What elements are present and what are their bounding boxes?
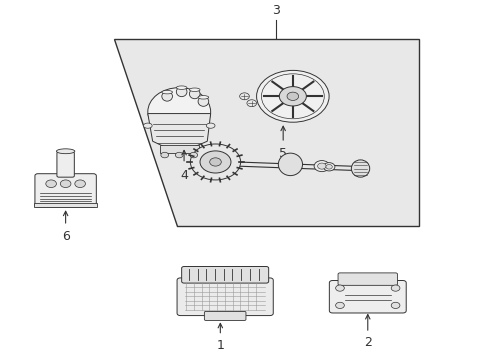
Circle shape	[335, 285, 344, 291]
Ellipse shape	[56, 149, 75, 154]
FancyBboxPatch shape	[57, 152, 74, 177]
FancyBboxPatch shape	[204, 311, 245, 320]
Circle shape	[209, 158, 221, 166]
Circle shape	[175, 152, 183, 158]
Circle shape	[390, 285, 399, 291]
Ellipse shape	[143, 123, 152, 128]
Ellipse shape	[162, 90, 172, 94]
Circle shape	[239, 93, 249, 100]
Ellipse shape	[176, 86, 186, 89]
Text: 2: 2	[363, 337, 371, 350]
Circle shape	[335, 302, 344, 309]
Circle shape	[390, 302, 399, 309]
Circle shape	[323, 163, 334, 171]
FancyBboxPatch shape	[329, 280, 406, 313]
Text: 3: 3	[271, 4, 279, 17]
Bar	[34, 203, 97, 207]
Ellipse shape	[147, 87, 210, 136]
Circle shape	[246, 100, 256, 107]
Ellipse shape	[189, 89, 200, 99]
Polygon shape	[147, 113, 210, 148]
Text: 1: 1	[216, 339, 224, 352]
Circle shape	[75, 180, 85, 188]
Circle shape	[190, 144, 240, 180]
FancyBboxPatch shape	[160, 145, 198, 153]
Circle shape	[317, 163, 325, 169]
Ellipse shape	[198, 96, 208, 106]
FancyBboxPatch shape	[35, 174, 96, 207]
Circle shape	[200, 151, 230, 173]
Text: 5: 5	[279, 148, 286, 161]
Ellipse shape	[206, 123, 215, 128]
Circle shape	[46, 180, 56, 188]
Ellipse shape	[162, 91, 172, 101]
Polygon shape	[114, 39, 418, 226]
Circle shape	[325, 165, 332, 169]
Circle shape	[161, 152, 168, 158]
Ellipse shape	[278, 153, 302, 176]
FancyBboxPatch shape	[337, 273, 397, 285]
Text: 6: 6	[61, 230, 69, 243]
Ellipse shape	[198, 96, 208, 99]
Circle shape	[189, 152, 197, 158]
Circle shape	[313, 161, 329, 172]
Circle shape	[279, 87, 306, 106]
Circle shape	[256, 70, 328, 122]
Circle shape	[60, 180, 71, 188]
Text: 4: 4	[180, 169, 187, 182]
Ellipse shape	[189, 88, 200, 91]
Polygon shape	[218, 161, 357, 171]
Circle shape	[286, 92, 298, 100]
Ellipse shape	[176, 87, 186, 96]
Ellipse shape	[350, 160, 369, 177]
FancyBboxPatch shape	[177, 278, 273, 316]
FancyBboxPatch shape	[181, 266, 268, 283]
